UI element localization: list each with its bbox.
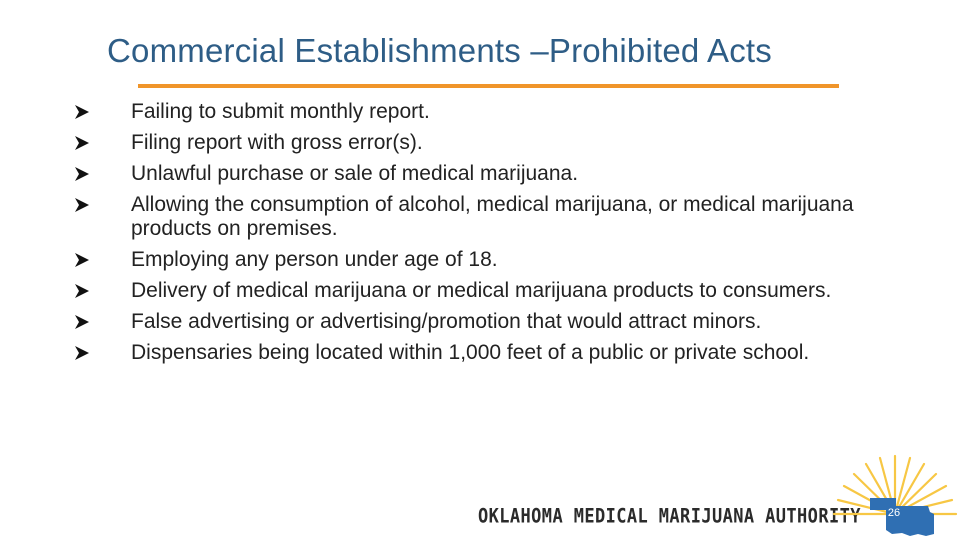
bullet-list: Failing to submit monthly report. Filing… bbox=[74, 100, 874, 372]
page-number: 26 bbox=[887, 507, 901, 519]
sunburst-logo-icon bbox=[832, 454, 958, 536]
arrowhead-bullet-icon bbox=[75, 253, 89, 267]
arrowhead-bullet-icon bbox=[75, 346, 89, 360]
arrowhead-bullet-icon bbox=[75, 167, 89, 181]
slide-title: Commercial Establishments –Prohibited Ac… bbox=[107, 32, 772, 69]
arrowhead-bullet-icon bbox=[75, 105, 89, 119]
title-underline bbox=[138, 84, 839, 88]
list-item: Unlawful purchase or sale of medical mar… bbox=[74, 162, 874, 186]
list-item: Filing report with gross error(s). bbox=[74, 131, 874, 155]
arrowhead-bullet-icon bbox=[75, 284, 89, 298]
list-item: False advertising or advertising/promoti… bbox=[74, 310, 874, 334]
bullet-text: Unlawful purchase or sale of medical mar… bbox=[131, 162, 579, 185]
list-item: Employing any person under age of 18. bbox=[74, 248, 874, 272]
arrowhead-bullet-icon bbox=[75, 315, 89, 329]
list-item: Failing to submit monthly report. bbox=[74, 100, 874, 124]
oklahoma-state-shape-icon bbox=[870, 498, 934, 536]
bullet-text: Allowing the consumption of alcohol, med… bbox=[131, 193, 854, 240]
bullet-text: Delivery of medical marijuana or medical… bbox=[131, 279, 832, 302]
arrowhead-bullet-icon bbox=[75, 198, 89, 212]
list-item: Dispensaries being located within 1,000 … bbox=[74, 341, 874, 365]
bullet-text: Failing to submit monthly report. bbox=[131, 100, 430, 123]
bullet-text: False advertising or advertising/promoti… bbox=[131, 310, 762, 333]
bullet-text: Dispensaries being located within 1,000 … bbox=[131, 341, 810, 364]
list-item: Delivery of medical marijuana or medical… bbox=[74, 279, 874, 303]
arrowhead-bullet-icon bbox=[75, 136, 89, 150]
organization-name: OKLAHOMA MEDICAL MARIJUANA AUTHORITY bbox=[478, 505, 861, 528]
bullet-text: Employing any person under age of 18. bbox=[131, 248, 498, 271]
list-item: Allowing the consumption of alcohol, med… bbox=[74, 193, 874, 241]
bullet-text: Filing report with gross error(s). bbox=[131, 131, 423, 154]
